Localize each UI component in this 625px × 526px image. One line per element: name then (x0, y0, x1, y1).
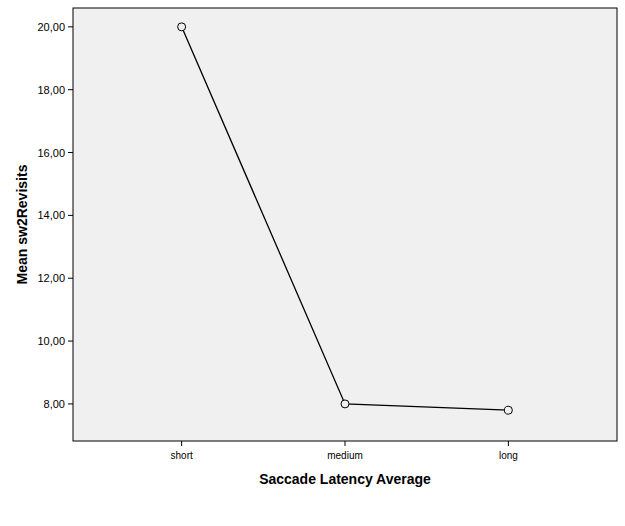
x-tick (181, 441, 182, 446)
y-tick (68, 341, 73, 342)
x-tick-label: medium (327, 450, 363, 461)
marker (504, 406, 512, 414)
y-tick (68, 403, 73, 404)
data-layer (178, 23, 513, 414)
y-axis-title: Mean sw2Revisits (14, 164, 30, 284)
x-tick-label: short (171, 450, 193, 461)
x-tick (345, 441, 346, 446)
y-tick-label: 14,00 (37, 209, 65, 221)
marker (341, 400, 349, 408)
y-tick (68, 215, 73, 216)
plot-background (73, 8, 617, 441)
y-tick-label: 16,00 (37, 147, 65, 159)
x-axis-title: Saccade Latency Average (259, 471, 431, 487)
y-tick-label: 12,00 (37, 272, 65, 284)
y-tick-label: 18,00 (37, 84, 65, 96)
x-tick-label: long (499, 450, 518, 461)
chart: 8,00 10,00 12,00 14,00 16,00 18,00 20,00 short m… (0, 0, 625, 526)
y-tick-label: 8,00 (44, 398, 65, 410)
line (182, 27, 509, 410)
y-tick-label: 10,00 (37, 335, 65, 347)
x-tick (508, 441, 509, 446)
y-tick-label: 20,00 (37, 21, 65, 33)
marker (178, 23, 186, 31)
page: {"chart_data": {"type": "line", "x_label… (0, 0, 625, 526)
y-tick (68, 26, 73, 27)
y-tick (68, 89, 73, 90)
plot-frame (73, 8, 617, 441)
y-tick (68, 278, 73, 279)
y-tick (68, 152, 73, 153)
